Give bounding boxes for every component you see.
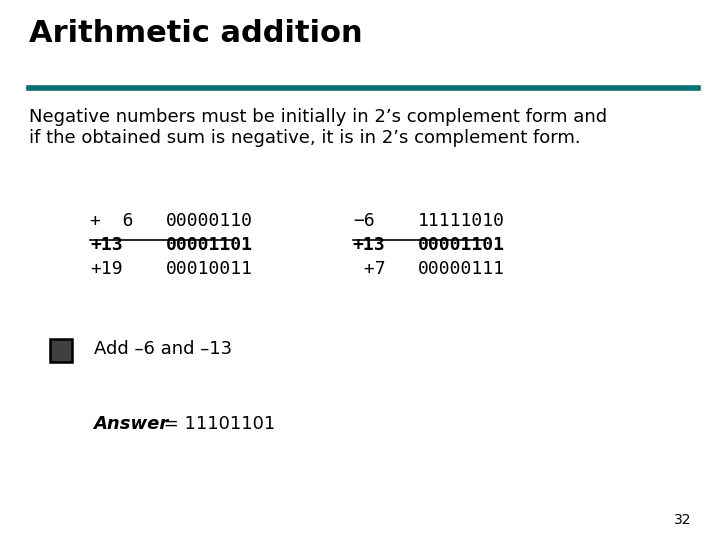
Text: 00000110: 00000110: [166, 212, 253, 230]
Text: Answer: Answer: [94, 415, 169, 433]
Text: +7: +7: [353, 260, 385, 278]
Text: 32: 32: [674, 512, 691, 526]
Text: Negative numbers must be initially in 2’s complement form and: Negative numbers must be initially in 2’…: [29, 108, 607, 126]
Text: 00000111: 00000111: [418, 260, 505, 278]
Text: +13: +13: [90, 236, 122, 254]
Text: −6: −6: [353, 212, 374, 230]
Text: +  6: + 6: [90, 212, 133, 230]
Text: 00001101: 00001101: [418, 236, 505, 254]
Text: 00001101: 00001101: [166, 236, 253, 254]
Text: Arithmetic addition: Arithmetic addition: [29, 19, 362, 48]
Text: = 11101101: = 11101101: [158, 415, 276, 433]
Text: if the obtained sum is negative, it is in 2’s complement form.: if the obtained sum is negative, it is i…: [29, 129, 580, 146]
Text: Add –6 and –13: Add –6 and –13: [94, 340, 232, 358]
Text: 00010011: 00010011: [166, 260, 253, 278]
Text: +13: +13: [353, 236, 385, 254]
Text: 11111010: 11111010: [418, 212, 505, 230]
Text: +19: +19: [90, 260, 122, 278]
